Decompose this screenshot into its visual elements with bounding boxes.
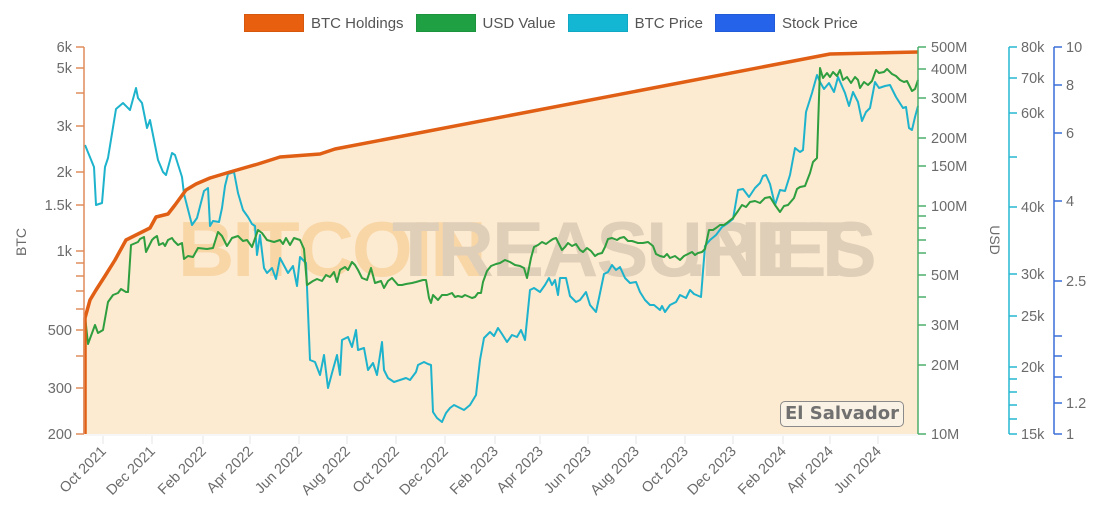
stock-price-axis: 10 8 6 4 2.5 1.2 1 bbox=[1053, 40, 1086, 443]
btc-price-tick-20k: 20k bbox=[1021, 360, 1045, 376]
btc-price-swatch-icon bbox=[567, 14, 628, 32]
left-tick-1k: 1k bbox=[57, 244, 73, 260]
usd-value-axis: 500M 400M 300M 200M 150M 100M 50M 30M 20… bbox=[917, 40, 1003, 443]
x-axis: Oct 2021 Dec 2021 Feb 2022 Apr 2022 Jun … bbox=[57, 434, 918, 499]
x-tick-aug-2022: Aug 2022 bbox=[299, 444, 354, 499]
legend-item-btc-holdings[interactable]: BTC Holdings bbox=[244, 14, 404, 32]
x-tick-feb-2022: Feb 2022 bbox=[155, 444, 210, 499]
stock-tick-6: 6 bbox=[1066, 126, 1074, 142]
entity-badge: El Salvador bbox=[780, 401, 905, 427]
usd-axis-title: USD bbox=[987, 225, 1003, 255]
legend-label: BTC Price bbox=[634, 14, 703, 32]
legend-item-btc-price[interactable]: BTC Price bbox=[567, 14, 703, 32]
stock-tick-10: 10 bbox=[1066, 40, 1082, 56]
btc-price-tick-70k: 70k bbox=[1021, 71, 1045, 87]
stock-tick-1: 1 bbox=[1066, 427, 1074, 443]
x-tick-oct-2021: Oct 2021 bbox=[57, 444, 110, 497]
legend-label: USD Value bbox=[482, 14, 556, 32]
x-tick-aug-2023: Aug 2023 bbox=[588, 444, 643, 499]
legend-item-usd-value[interactable]: USD Value bbox=[415, 14, 556, 32]
watermark-net-overlay: .NET bbox=[685, 205, 856, 293]
x-tick-apr-2022: Apr 2022 bbox=[204, 444, 257, 497]
usd-value-swatch-icon bbox=[415, 14, 476, 32]
usd-tick-30m: 30M bbox=[931, 318, 959, 334]
left-axis: 6k 5k 3k 2k 1.5k 1k 500 300 200 BTC bbox=[13, 40, 85, 443]
x-tick-apr-2023: Apr 2023 bbox=[494, 444, 547, 497]
watermark-treasuries-overlay: TREASURIES bbox=[392, 205, 875, 293]
btc-price-tick-25k: 25k bbox=[1021, 309, 1045, 325]
x-tick-dec-2023: Dec 2023 bbox=[685, 444, 740, 499]
x-tick-feb-2023: Feb 2023 bbox=[447, 444, 502, 499]
btc-price-tick-40k: 40k bbox=[1021, 200, 1045, 216]
btc-price-tick-30k: 30k bbox=[1021, 267, 1045, 283]
stock-tick-4: 4 bbox=[1066, 194, 1074, 210]
left-tick-1-5k: 1.5k bbox=[45, 198, 73, 214]
watermark-overlay: BITCOIN TREASURIES .NET bbox=[178, 205, 877, 293]
x-tick-oct-2023: Oct 2023 bbox=[639, 444, 692, 497]
x-tick-dec-2022: Dec 2022 bbox=[397, 444, 452, 499]
left-tick-2k: 2k bbox=[57, 165, 73, 181]
stock-tick-8: 8 bbox=[1066, 78, 1074, 94]
usd-tick-20m: 20M bbox=[931, 358, 959, 374]
usd-tick-50m: 50M bbox=[931, 268, 959, 284]
btc-price-axis: 80k 70k 60k 40k 30k 25k 20k 15k bbox=[1008, 40, 1045, 443]
legend-label: Stock Price bbox=[781, 14, 858, 32]
legend-label: BTC Holdings bbox=[311, 14, 404, 32]
usd-tick-500m: 500M bbox=[931, 40, 967, 56]
usd-tick-200m: 200M bbox=[931, 131, 967, 147]
x-tick-jun-2022: Jun 2022 bbox=[252, 444, 306, 498]
stock-tick-2-5: 2.5 bbox=[1066, 274, 1086, 290]
left-tick-5k: 5k bbox=[57, 61, 73, 77]
watermark-bitcoin-overlay: BITCOIN bbox=[178, 205, 485, 293]
x-tick-dec-2021: Dec 2021 bbox=[104, 444, 159, 499]
btc-holdings-swatch-icon bbox=[244, 14, 304, 32]
usd-tick-150m: 150M bbox=[931, 159, 967, 175]
left-tick-500: 500 bbox=[48, 323, 72, 339]
left-axis-title: BTC bbox=[13, 228, 29, 256]
x-tick-feb-2024: Feb 2024 bbox=[735, 444, 790, 499]
chart-legend: BTC Holdings USD Value BTC Price Stock P… bbox=[244, 14, 870, 32]
left-tick-300: 300 bbox=[48, 381, 72, 397]
usd-tick-300m: 300M bbox=[931, 91, 967, 107]
left-tick-3k: 3k bbox=[57, 119, 73, 135]
usd-tick-10m: 10M bbox=[931, 427, 959, 443]
btc-price-tick-60k: 60k bbox=[1021, 106, 1045, 122]
btc-holdings-line[interactable] bbox=[83, 50, 919, 434]
btc-price-tick-15k: 15k bbox=[1021, 427, 1045, 443]
usd-value-line[interactable] bbox=[84, 67, 919, 345]
btc-price-tick-80k: 80k bbox=[1021, 40, 1045, 56]
x-tick-oct-2022: Oct 2022 bbox=[350, 444, 403, 497]
x-tick-apr-2024: Apr 2024 bbox=[784, 444, 837, 497]
stock-tick-1-2: 1.2 bbox=[1066, 396, 1086, 412]
usd-tick-100m: 100M bbox=[931, 199, 967, 215]
legend-item-stock-price[interactable]: Stock Price bbox=[714, 14, 858, 32]
usd-tick-400m: 400M bbox=[931, 62, 967, 78]
x-tick-jun-2024: Jun 2024 bbox=[831, 444, 885, 498]
left-tick-200: 200 bbox=[48, 427, 72, 443]
left-tick-6k: 6k bbox=[57, 40, 73, 56]
btc-holdings-area bbox=[85, 52, 918, 434]
x-tick-jun-2023: Jun 2023 bbox=[541, 444, 595, 498]
stock-price-swatch-icon bbox=[714, 14, 775, 32]
